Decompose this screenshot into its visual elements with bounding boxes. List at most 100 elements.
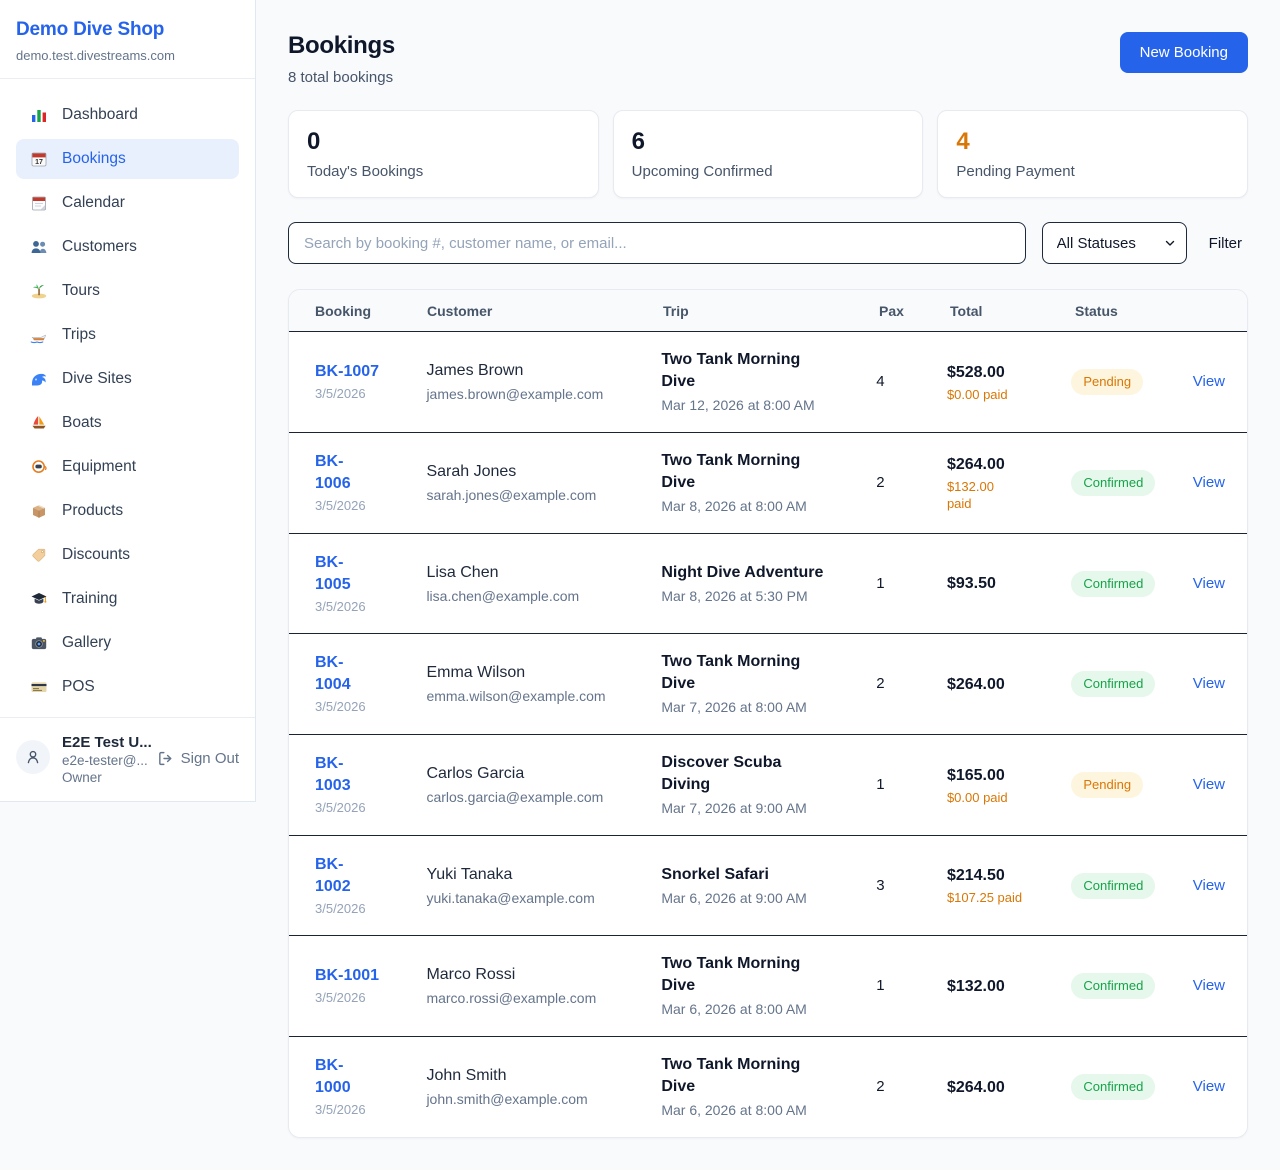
view-cell: View bbox=[1193, 1078, 1225, 1096]
sidebar-item-equipment[interactable]: Equipment bbox=[16, 447, 239, 487]
status-badge: Confirmed bbox=[1071, 570, 1156, 597]
people-icon bbox=[30, 238, 48, 256]
total-cell: $165.00 $0.00 paid bbox=[947, 765, 1071, 806]
booking-date: 3/5/2026 bbox=[315, 1102, 366, 1117]
sign-out-button[interactable]: Sign Out bbox=[157, 750, 239, 767]
sidebar-item-pos[interactable]: POS bbox=[16, 667, 239, 707]
trip-cell: Two Tank Morning Dive Mar 12, 2026 at 8:… bbox=[661, 349, 876, 415]
customer-cell: Yuki Tanaka yuki.tanaka@example.com bbox=[426, 864, 661, 908]
user-name: E2E Test U... bbox=[62, 734, 152, 751]
sidebar-item-customers[interactable]: Customers bbox=[16, 227, 239, 267]
booking-date: 3/5/2026 bbox=[315, 800, 366, 815]
trip-datetime: Mar 6, 2026 at 8:00 AM bbox=[661, 1001, 807, 1017]
view-link[interactable]: View bbox=[1192, 675, 1225, 692]
view-link[interactable]: View bbox=[1192, 776, 1225, 793]
table-row: BK- 1004 3/5/2026 Emma Wilson emma.wilso… bbox=[289, 634, 1247, 735]
sidebar-item-label: Equipment bbox=[62, 458, 137, 475]
status-cell: Confirmed bbox=[1071, 570, 1192, 597]
trip-cell: Two Tank Morning Dive Mar 7, 2026 at 8:0… bbox=[661, 651, 876, 717]
grad-cap-icon bbox=[30, 590, 48, 608]
view-cell: View bbox=[1193, 977, 1225, 995]
booking-id-link[interactable]: BK- 1003 bbox=[315, 755, 351, 794]
trip-datetime: Mar 6, 2026 at 8:00 AM bbox=[661, 1102, 807, 1118]
customer-name: Yuki Tanaka bbox=[426, 865, 513, 883]
status-cell: Confirmed bbox=[1071, 1074, 1192, 1100]
view-link[interactable]: View bbox=[1192, 1078, 1225, 1095]
booking-date: 3/5/2026 bbox=[315, 598, 366, 614]
view-link[interactable]: View bbox=[1192, 574, 1225, 592]
view-cell: View bbox=[1193, 675, 1225, 693]
view-link[interactable]: View bbox=[1192, 474, 1225, 491]
pax-cell: 1 bbox=[876, 776, 947, 794]
calendar-icon bbox=[30, 194, 48, 212]
booking-id-link[interactable]: BK-1007 bbox=[315, 363, 380, 380]
sidebar-item-products[interactable]: Products bbox=[16, 491, 239, 531]
sidebar-item-gallery[interactable]: Gallery bbox=[16, 623, 239, 663]
sidebar-item-tours[interactable]: Tours bbox=[16, 271, 239, 311]
booking-id-link[interactable]: BK- 1005 bbox=[315, 553, 351, 593]
trip-cell: Two Tank Morning Dive Mar 6, 2026 at 8:0… bbox=[661, 953, 876, 1019]
trip-datetime: Mar 7, 2026 at 9:00 AM bbox=[661, 800, 807, 816]
sign-out-icon bbox=[157, 750, 174, 767]
sidebar-item-dashboard[interactable]: Dashboard bbox=[16, 95, 239, 135]
new-booking-button[interactable]: New Booking bbox=[1119, 32, 1248, 73]
search-input[interactable] bbox=[288, 222, 1026, 264]
sidebar-nav: Dashboard 17 Bookings Calendar Customers Tour… bbox=[0, 79, 255, 717]
view-cell: View bbox=[1193, 474, 1225, 492]
stat-value: 0 bbox=[307, 128, 321, 155]
total-cell: $264.00 bbox=[947, 674, 1071, 695]
booking-id-link[interactable]: BK- 1004 bbox=[315, 654, 351, 693]
customer-email: sarah.jones@example.com bbox=[426, 487, 597, 503]
view-link[interactable]: View bbox=[1192, 373, 1225, 390]
sidebar-item-dive-sites[interactable]: Dive Sites bbox=[16, 359, 239, 399]
booking-id-link[interactable]: BK- 1000 bbox=[315, 1057, 351, 1096]
status-cell: Confirmed bbox=[1071, 872, 1192, 899]
customer-name: Lisa Chen bbox=[426, 563, 499, 581]
customer-name: Sarah Jones bbox=[426, 463, 517, 480]
status-select[interactable]: All Statuses bbox=[1041, 222, 1187, 264]
pax-cell: 2 bbox=[876, 1078, 947, 1096]
user-info: E2E Test U... e2e-tester@... Owner bbox=[62, 734, 152, 785]
sidebar-item-discounts[interactable]: Discounts bbox=[16, 535, 239, 575]
trip-cell: Snorkel Safari Mar 6, 2026 at 9:00 AM bbox=[661, 864, 876, 908]
customer-email: john.smith@example.com bbox=[426, 1091, 588, 1107]
sidebar-item-bookings[interactable]: 17 Bookings bbox=[16, 139, 239, 179]
pax-cell: 3 bbox=[876, 877, 947, 895]
table-row: BK- 1000 3/5/2026 John Smith john.smith@… bbox=[289, 1037, 1247, 1137]
customer-cell: Sarah Jones sarah.jones@example.com bbox=[426, 461, 661, 505]
package-icon bbox=[30, 502, 48, 520]
status-cell: Pending bbox=[1071, 772, 1192, 798]
customer-cell: Carlos Garcia carlos.garcia@example.com bbox=[426, 763, 661, 807]
view-link[interactable]: View bbox=[1192, 977, 1225, 994]
sidebar-item-training[interactable]: Training bbox=[16, 579, 239, 619]
total-cell: $93.50 bbox=[947, 573, 1071, 594]
view-link[interactable]: View bbox=[1192, 876, 1225, 894]
customer-email: marco.rossi@example.com bbox=[426, 990, 597, 1006]
sidebar-item-label: Tours bbox=[62, 282, 100, 299]
paid-amount: $0.00 paid bbox=[946, 386, 1008, 402]
customer-cell: John Smith john.smith@example.com bbox=[426, 1065, 661, 1109]
brand-block: Demo Dive Shop demo.test.divestreams.com bbox=[0, 0, 255, 78]
sidebar-item-boats[interactable]: Boats bbox=[16, 403, 239, 443]
table-row: BK- 1005 3/5/2026 Lisa Chen lisa.chen@ex… bbox=[289, 534, 1247, 634]
sidebar-item-label: Trips bbox=[62, 326, 96, 343]
sidebar-item-label: Bookings bbox=[62, 150, 126, 167]
trip-cell: Two Tank Morning Dive Mar 8, 2026 at 8:0… bbox=[661, 450, 876, 516]
booking-id-link[interactable]: BK- 1006 bbox=[315, 453, 351, 492]
avatar bbox=[16, 740, 50, 774]
table-body: BK-1007 3/5/2026 James Brown james.brown… bbox=[289, 332, 1247, 1137]
stat-card-pending-payment: 4 Pending Payment bbox=[937, 110, 1249, 198]
pax-value: 1 bbox=[876, 977, 885, 994]
filter-button[interactable]: Filter bbox=[1203, 227, 1248, 260]
sidebar-item-label: Dashboard bbox=[62, 106, 138, 123]
sidebar-item-calendar[interactable]: Calendar bbox=[16, 183, 239, 223]
sidebar-item-trips[interactable]: Trips bbox=[16, 315, 239, 355]
stat-value: 4 bbox=[956, 128, 970, 155]
pax-cell: 2 bbox=[876, 675, 947, 693]
table-row: BK- 1006 3/5/2026 Sarah Jones sarah.jone… bbox=[289, 433, 1247, 534]
booking-cell: BK- 1005 3/5/2026 bbox=[315, 552, 426, 616]
booking-id-link[interactable]: BK-1001 bbox=[315, 967, 380, 984]
booking-cell: BK-1001 3/5/2026 bbox=[315, 965, 426, 1007]
booking-id-link[interactable]: BK- 1002 bbox=[315, 855, 351, 895]
sidebar-item-label: Products bbox=[62, 502, 124, 519]
